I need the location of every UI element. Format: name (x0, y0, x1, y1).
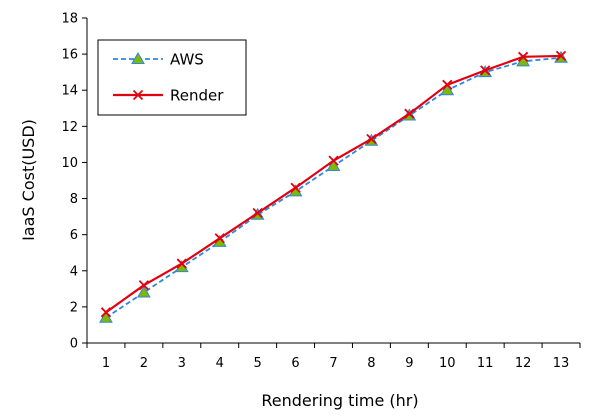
x-tick-label: 6 (291, 356, 299, 371)
x-tick-label: 9 (405, 356, 413, 371)
data-point-aws (99, 310, 113, 323)
x-axis-title: Rendering time (hr) (261, 391, 418, 410)
data-point-render (442, 79, 453, 90)
legend-box (97, 39, 247, 116)
data-point-render (328, 155, 339, 166)
data-point-render (252, 207, 263, 219)
y-tick-label: 14 (61, 84, 78, 99)
y-tick-labels: 0 2 4 6 8 10 12 14 16 18 (61, 12, 78, 352)
legend-label: Render (170, 87, 224, 105)
series-render (100, 50, 567, 318)
x-tick-label: 13 (553, 356, 570, 371)
legend-marker-icon (132, 89, 144, 101)
legend: AWS Render (97, 39, 247, 116)
legend-label: AWS (170, 51, 204, 69)
series-layer (99, 50, 568, 323)
y-tick-label: 12 (61, 120, 78, 135)
data-point-aws (137, 285, 151, 298)
data-point-render (100, 307, 112, 318)
data-point-render (176, 258, 187, 269)
y-tick-label: 18 (61, 12, 78, 27)
y-tick-label: 0 (70, 337, 78, 352)
y-tick-label: 6 (70, 228, 78, 243)
x-tick-labels: 1 2 3 4 5 6 7 8 9 10 11 12 13 (102, 356, 569, 371)
x-tick-label: 4 (216, 356, 224, 371)
data-point-render (138, 280, 150, 291)
x-tick-label: 3 (178, 356, 186, 371)
x-tick-label: 12 (515, 356, 532, 371)
y-tick-label: 4 (70, 264, 78, 279)
y-tick-label: 16 (61, 48, 78, 63)
x-tick-label: 11 (477, 356, 494, 371)
y-axis-title: IaaS Cost(USD) (19, 119, 38, 241)
x-tick-label: 7 (329, 356, 337, 371)
x-tick-label: 8 (367, 356, 375, 371)
axes (82, 17, 581, 348)
data-point-render (214, 233, 225, 244)
legend-item-render: Render (113, 87, 224, 105)
x-tick-label: 1 (102, 356, 110, 371)
y-tick-label: 2 (70, 300, 78, 315)
legend-items: AWS Render (113, 51, 224, 105)
data-point-render (480, 65, 491, 76)
data-point-render (517, 51, 529, 62)
x-tick-label: 10 (439, 356, 456, 371)
data-point-render (290, 182, 301, 193)
x-tick-label: 5 (254, 356, 262, 371)
legend-marker-icon (131, 51, 145, 64)
data-point-render (555, 50, 567, 62)
data-point-render (366, 133, 377, 145)
data-point-aws (326, 159, 341, 172)
y-tick-label: 10 (61, 156, 78, 171)
data-point-aws (440, 83, 455, 96)
data-point-render (404, 108, 415, 119)
y-tick-label: 8 (70, 192, 78, 207)
x-tick-label: 2 (140, 356, 148, 371)
legend-item-aws: AWS (113, 51, 204, 69)
